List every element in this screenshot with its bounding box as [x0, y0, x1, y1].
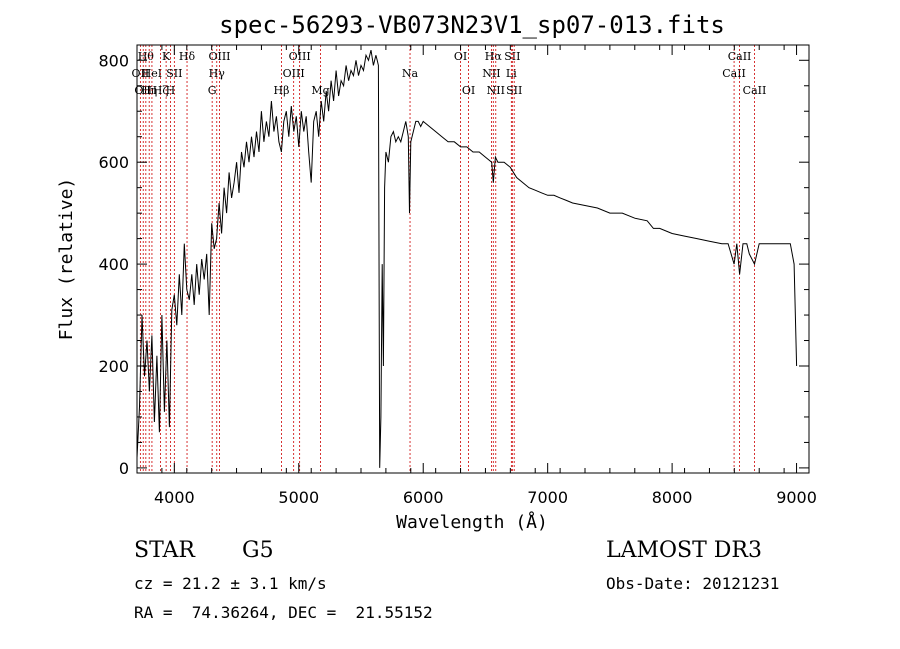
- x-tick-label-4: 8000: [652, 488, 693, 507]
- line-marker-label-28: CaII: [743, 84, 767, 97]
- coordinates: RA = 74.36264, DEC = 21.55152: [134, 603, 433, 622]
- line-marker-label-3: Hη: [141, 84, 157, 97]
- line-marker-label-26: CaII: [722, 67, 746, 80]
- line-marker-label-25: SII: [506, 84, 522, 97]
- line-marker-label-1: OII: [134, 84, 152, 97]
- y-tick-label-1: 200: [98, 357, 129, 376]
- line-marker-label-7: H: [166, 84, 176, 97]
- line-markers: OII OII Hθ Hη HeI Hζ K H SII Hδ G Hγ OIII Hβ OIII OIII M…: [132, 45, 767, 473]
- line-marker-label-14: OIII: [283, 67, 305, 80]
- line-marker-label-10: G: [208, 84, 217, 97]
- line-marker-label-2: Hθ: [138, 50, 155, 63]
- line-marker-label-13: Hβ: [274, 84, 290, 97]
- line-marker-label-12: OIII: [208, 50, 230, 63]
- line-marker-label-9: Hδ: [179, 50, 196, 63]
- line-marker-label-11: Hγ: [209, 67, 226, 80]
- line-marker-label-27: CaII: [728, 50, 752, 63]
- x-tick-label-1: 5000: [278, 488, 319, 507]
- line-marker-label-4: HeI: [142, 67, 162, 80]
- line-marker-label-18: OI: [454, 50, 467, 63]
- redshift-text: cz = 21.2 ± 3.1 km/s: [134, 574, 327, 593]
- y-tick-label-2: 400: [98, 255, 129, 274]
- line-marker-label-20: NII: [482, 67, 500, 80]
- line-marker-label-21: Hα: [485, 50, 503, 63]
- line-marker-label-6: K: [162, 50, 171, 63]
- y-tick-label-0: 0: [119, 459, 129, 478]
- y-tick-label-4: 800: [98, 51, 129, 70]
- plot-frame: [136, 44, 810, 474]
- axis-ticks: 4000 5000 6000 7000 8000 9000 0 200 400 600 800: [98, 45, 817, 507]
- line-marker-label-17: Na: [402, 67, 419, 80]
- line-marker-label-15: OIII: [289, 50, 311, 63]
- x-axis-label: Wavelength (Å): [396, 511, 548, 533]
- line-marker-label-5: Hζ: [153, 84, 169, 97]
- object-subclass: G5: [242, 538, 274, 563]
- x-tick-label-5: 9000: [776, 488, 817, 507]
- obs-date: Obs-Date: 20121231: [606, 574, 780, 593]
- y-tick-label-3: 600: [98, 153, 129, 172]
- x-tick-label-0: 4000: [154, 488, 195, 507]
- y-axis-label: Flux (relative): [56, 178, 77, 341]
- line-marker-label-23: Li: [506, 67, 517, 80]
- line-marker-label-0: OII: [132, 67, 150, 80]
- survey-name: LAMOST DR3: [606, 538, 762, 563]
- series-layer: [136, 49, 798, 468]
- chart-title: spec-56293-VB073N23V1_sp07-013.fits: [219, 11, 725, 39]
- line-marker-label-22: NII: [487, 84, 505, 97]
- line-marker-label-19: OI: [462, 84, 475, 97]
- line-marker-label-24: SII: [504, 50, 520, 63]
- object-class: STAR: [134, 538, 195, 563]
- line-marker-label-8: SII: [166, 67, 182, 80]
- x-tick-label-3: 7000: [527, 488, 568, 507]
- x-tick-label-2: 6000: [403, 488, 444, 507]
- series-line-flux: [136, 49, 798, 468]
- line-marker-label-16: Mg: [311, 84, 329, 97]
